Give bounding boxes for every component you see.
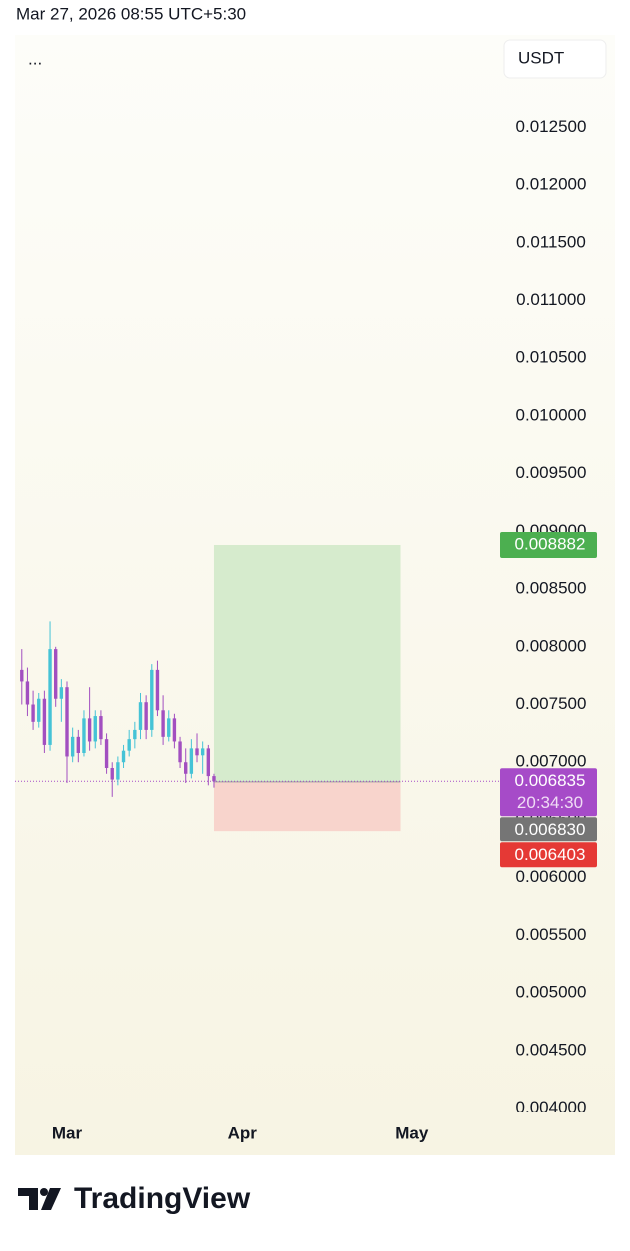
y-tick-label: 0.011500 [516,232,586,251]
candle-body [42,698,47,745]
timestamp: Mar 27, 2026 08:55 UTC+5:30 [16,4,246,23]
candle-body [87,718,92,742]
y-tick-label: 0.012500 [516,117,587,136]
y-tick-label: 0.005500 [516,925,587,944]
entry-label: 0.006830 [515,820,586,839]
candle-body [59,687,64,699]
entry-label-box [500,817,597,842]
candle-body [133,729,137,740]
candle-body [138,702,143,730]
candle-body [99,716,103,740]
current-price-label: 20:34:30 [517,793,583,812]
plot-area: 0.012500 0.012000 0.011500 0.011000 0.010500… [15,117,587,1117]
candle-body [20,669,24,682]
y-tick-label: 0.006000 [516,867,587,886]
candle-body [25,681,30,705]
candle-body [200,748,205,756]
y-tick-label: 0.004500 [516,1040,587,1059]
y-tick-label: 0.009500 [516,463,587,482]
stop-label: 0.006403 [515,845,586,864]
candle-body [172,718,177,742]
y-tick-label: 0.007500 [516,694,587,713]
currency[interactable]: USDT [518,48,564,67]
candle-body [144,702,148,730]
target-zone [213,544,401,782]
target-label-box [500,531,597,558]
candle-body [184,762,188,774]
candle-body [76,736,81,753]
candle-body [127,739,131,751]
y-tick-label: 0.008500 [516,579,587,598]
y-tick-label: 0.008000 [516,636,587,655]
candle-body [167,718,171,737]
current-price-label: 0.006835 [515,771,586,790]
x-tick-label: Mar [52,1123,83,1142]
candle-body [31,704,35,722]
candle-body [54,649,58,699]
candle-body [178,741,182,763]
candle-body [93,716,97,742]
stop-zone [213,781,401,832]
y-tick-label: 0.004000 [516,1098,587,1117]
y-tick-label: 0.010500 [516,348,587,367]
candle-body [48,649,52,745]
candle-body [155,669,160,711]
brand: TradingView [74,1182,251,1215]
candle-body [189,748,194,774]
y-tick-label: 0.010000 [516,405,587,424]
candle-body [37,698,41,722]
x-tick-label: May [395,1123,429,1142]
x-tick-label: Apr [228,1123,258,1142]
logo: TradingView [18,1182,251,1215]
menu[interactable]: ... [28,49,42,68]
candle-body [70,736,75,757]
y-tick-label: 0.011000 [516,290,586,309]
candle-body [121,750,126,763]
candle-body [110,768,114,780]
axes: Mar Apr May 0.008882 0.006835 20:34:30 0.00683… [52,531,597,1142]
candle-body [116,762,120,780]
candle-body [206,748,211,777]
stop-label-box [500,842,597,868]
current-price-label-box [500,768,597,817]
y-tick-label: 0.005000 [516,983,587,1002]
candle-body [150,669,154,730]
y-tick-label: 0.007000 [516,752,587,771]
currency-box[interactable] [503,39,607,79]
candle-body [104,739,109,769]
candle-body [212,776,216,782]
candle-body [195,748,199,756]
candle-body [82,718,86,753]
candle-body [65,687,69,757]
y-tick-label: 0.012000 [516,175,587,194]
target-label: 0.008882 [515,534,586,553]
candle-body [161,710,165,737]
